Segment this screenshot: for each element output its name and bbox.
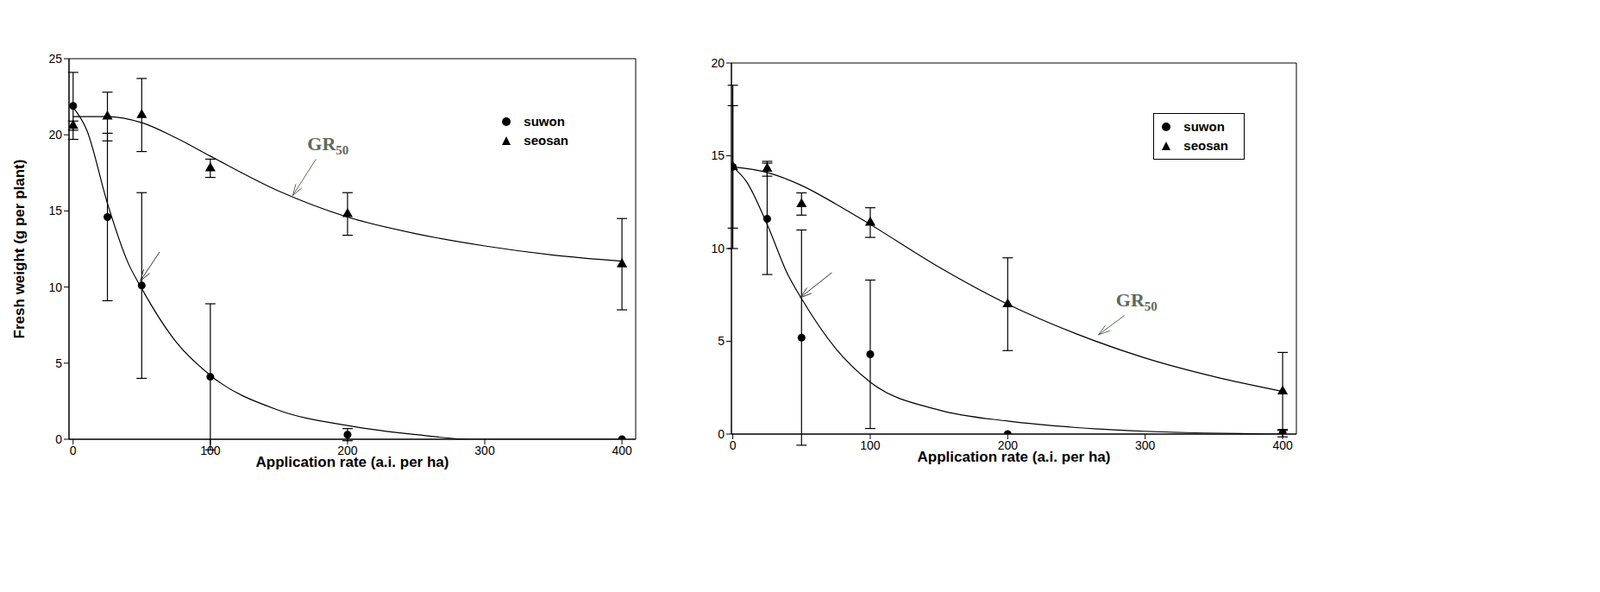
svg-text:5: 5 [55,356,63,371]
svg-text:20: 20 [48,127,63,142]
svg-text:300: 300 [1135,438,1156,452]
html-text:seosan: seosan [1183,138,1229,153]
svg-text:0: 0 [717,426,725,441]
svg-text:10: 10 [710,241,725,256]
svg-text:Fresh weight (g per plant): Fresh weight (g per plant) [11,159,28,339]
svg-text:GR50: GR50 [1116,288,1158,314]
svg-text:200: 200 [997,438,1018,452]
svg-text:15: 15 [48,203,63,218]
svg-text:25: 25 [48,51,63,66]
svg-text:0: 0 [729,438,737,452]
html-text:suwon: suwon [1183,119,1225,134]
svg-text:100: 100 [200,443,221,458]
svg-text:Application rate (a.i. per ha): Application rate (a.i. per ha) [917,448,1111,465]
svg-text:400: 400 [611,443,633,458]
svg-text:0: 0 [69,443,77,458]
svg-text:15: 15 [710,148,725,163]
html-text:seosan: seosan [523,132,569,148]
svg-text:300: 300 [474,443,496,458]
svg-text:0: 0 [55,432,63,446]
svg-text:5: 5 [717,333,725,348]
html-text:suwon: suwon [523,113,565,129]
svg-text:100: 100 [859,438,881,452]
svg-text:20: 20 [710,56,725,70]
svg-text:200: 200 [337,443,358,458]
svg-text:GR50: GR50 [307,132,349,157]
svg-text:Application rate (a.i. per ha): Application rate (a.i. per ha) [256,453,450,471]
svg-text:400: 400 [1272,438,1293,452]
svg-text:10: 10 [48,280,63,295]
